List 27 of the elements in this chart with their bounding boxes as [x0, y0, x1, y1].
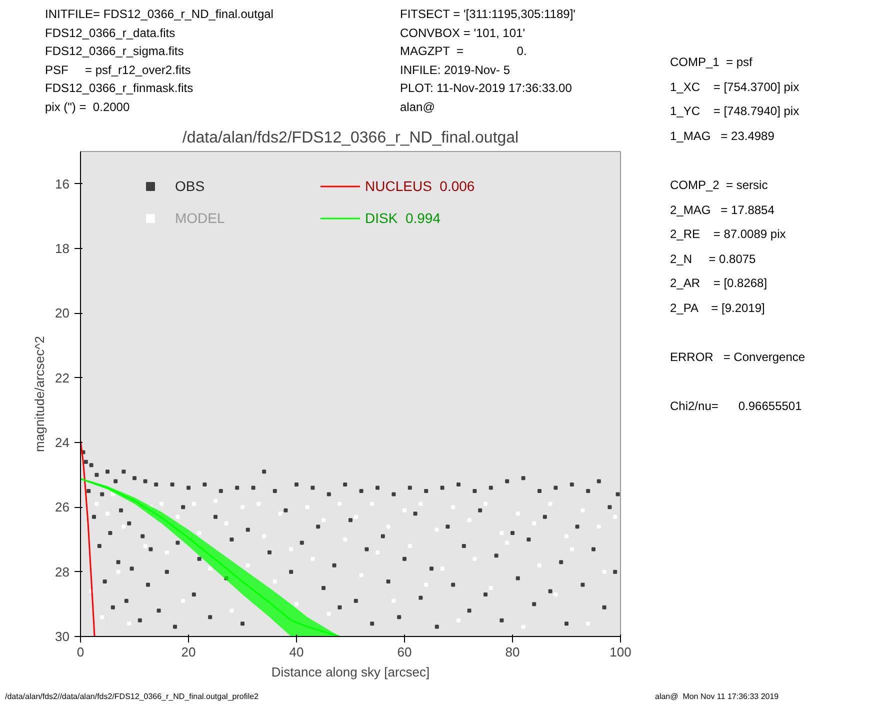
line-series	[80, 440, 96, 636]
x-axis-title: Distance along sky [arcsec]	[271, 664, 430, 680]
legend-label: DISK 0.994	[365, 210, 440, 226]
x-tick-label: 40	[289, 644, 304, 660]
text: FITSECT = '[311:1195,305:1189]' CONVBOX = '101, 101' MAGZPT = 0. INFILE: 2019-Nov- 5 PLOT: 11-Nov-2019 17:36:33.00 alan@	[400, 6, 576, 116]
y-tick-label: 20	[55, 305, 70, 320]
y-tick-label: 30	[55, 628, 70, 644]
x-tick-label: 0	[76, 644, 84, 660]
y-tick-label: 16	[55, 176, 70, 191]
chart-title: /data/alan/fds2/FDS12_0366_r_ND_final.outgal	[182, 129, 519, 146]
x-tick-label: 20	[181, 644, 196, 660]
text: alan@ Mon Nov 11 17:36:33 2019	[655, 690, 779, 703]
y-tick-label: 22	[55, 370, 70, 385]
y-tick-label: 24	[55, 434, 70, 450]
legend-label: OBS	[175, 178, 205, 194]
text: /data/alan/fds2//data/alan/fds2/FDS12_0366_r_ND_final.outgal_profile2	[5, 690, 259, 703]
x-tick-label: 60	[397, 644, 412, 660]
legend-label: NUCLEUS 0.006	[365, 178, 475, 194]
y-tick-label: 18	[55, 240, 70, 256]
y-tick-label: 28	[55, 564, 70, 579]
y-axis-title: magnitude/arcsec^2	[32, 336, 48, 452]
text: INITFILE= FDS12_0366_r_ND_final.outgal FDS12_0366_r_data.fits FDS12_0366_r_sigma.fits PSF = psf_r12_over2.fits FDS12_0366_r_finmask.fits pix (") = 0.2000	[45, 6, 274, 116]
legend-label: MODEL	[175, 210, 225, 226]
x-tick-label: 100	[610, 644, 632, 660]
y-tick-label: 26	[55, 499, 70, 514]
x-tick-label: 80	[505, 644, 520, 660]
text: COMP_1 = psf 1_XC = [754.3700] pix 1_YC = [748.7940] pix 1_MAG = 23.4989 COMP_2 = sersic 2_MAG = 17.8854 2_RE = 87.0089 pix 2_N = 0.8075 2_AR = [0.8268] 2_PA = [9.2019] ERROR = Convergence Chi2/nu= 0.96655501	[670, 55, 806, 414]
